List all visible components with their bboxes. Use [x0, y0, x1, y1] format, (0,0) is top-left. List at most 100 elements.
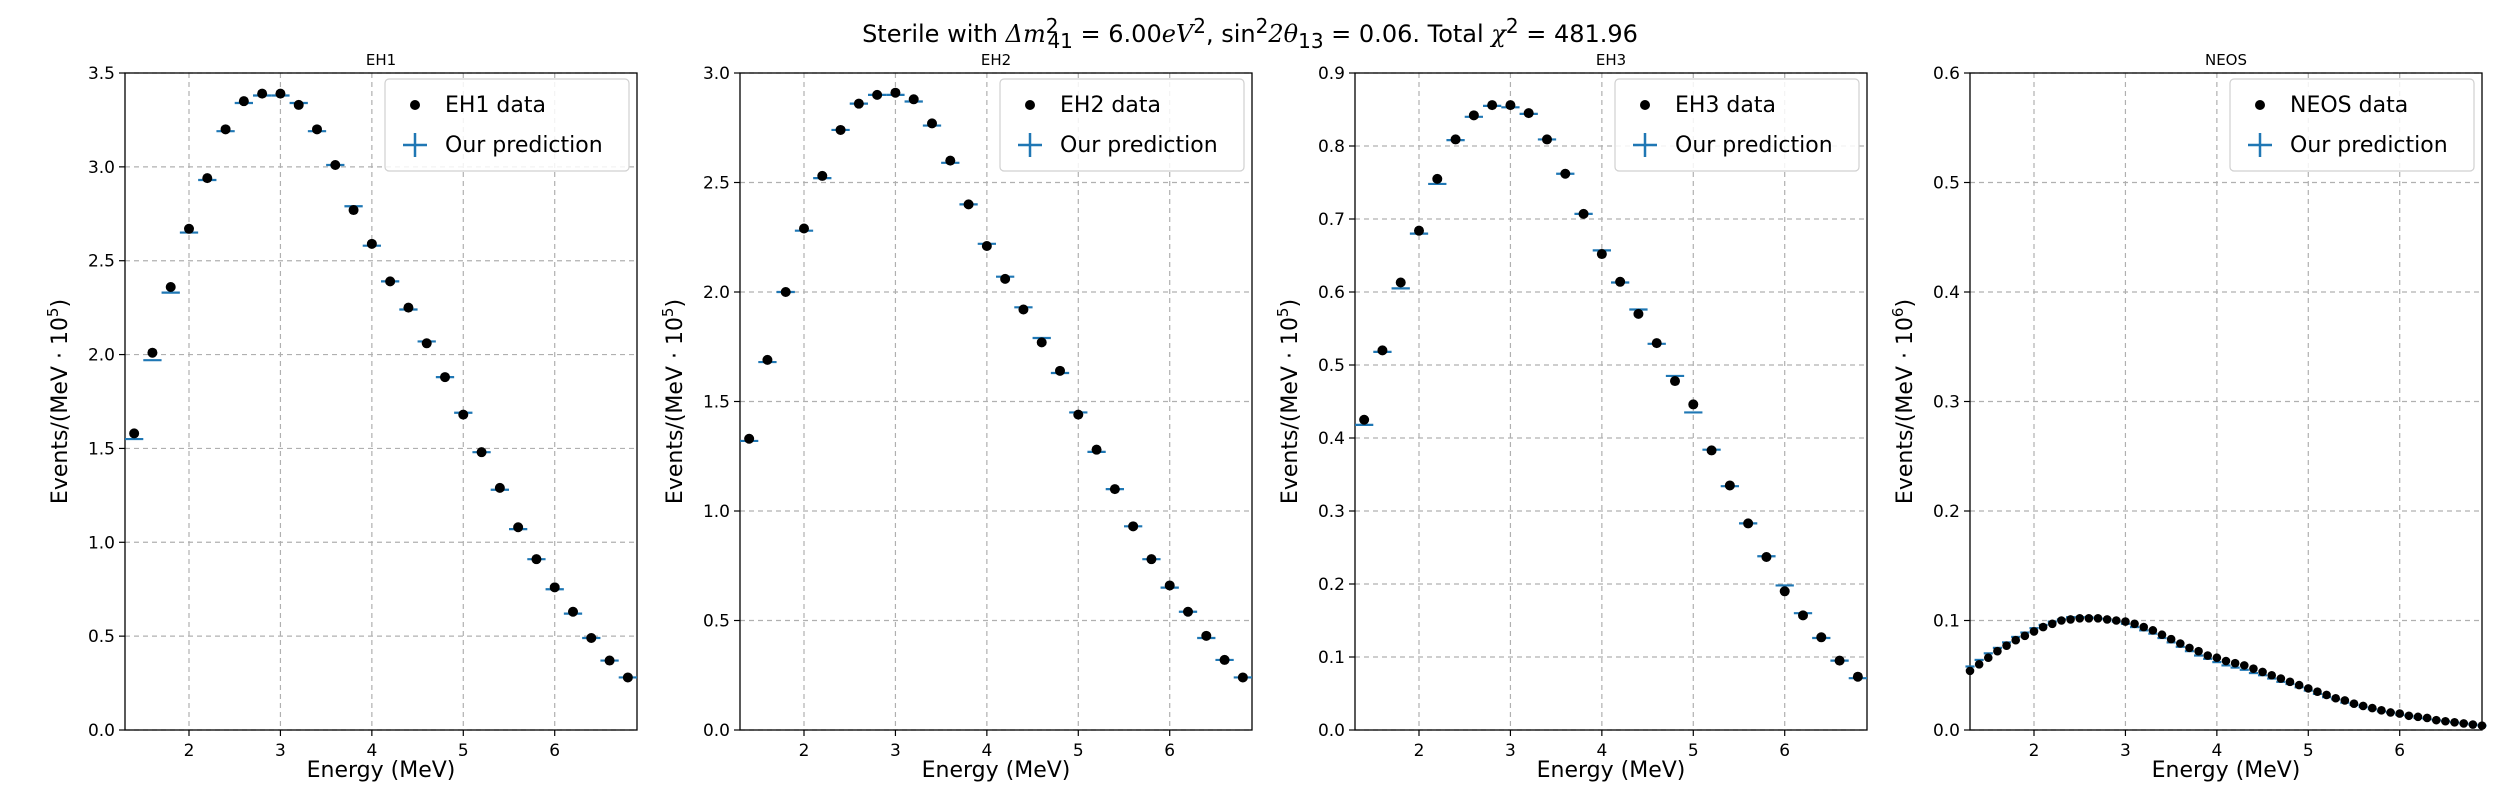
- y-tick-label: 0.5: [88, 627, 115, 647]
- data-point: [2313, 687, 2322, 696]
- data-series: [1359, 100, 1863, 682]
- data-point: [1018, 304, 1029, 315]
- data-point: [586, 633, 597, 644]
- data-point: [1651, 338, 1662, 349]
- data-point: [1487, 100, 1498, 111]
- data-point: [440, 372, 450, 383]
- prediction-series: [125, 94, 637, 679]
- data-point: [1983, 653, 1993, 663]
- y-tick-label: 0.1: [1933, 612, 1960, 632]
- data-point: [2431, 715, 2441, 725]
- title-dm-value: = 6.00: [1072, 20, 1162, 48]
- data-point: [2258, 667, 2267, 677]
- data-point: [1055, 365, 1065, 376]
- data-point: [2157, 630, 2167, 640]
- title-theta-value: = 0.06. Total: [1323, 20, 1492, 48]
- data-point: [2230, 658, 2240, 668]
- y-tick-label: 0.0: [1318, 721, 1345, 741]
- axes-frame: [124, 72, 638, 731]
- legend-data-marker: [1025, 100, 1035, 110]
- title-chi: χ: [1491, 20, 1506, 48]
- data-point: [2386, 708, 2395, 717]
- data-point: [2102, 615, 2112, 624]
- data-point: [1000, 273, 1011, 284]
- y-axis-label: Events/(MeV · 106): [1889, 299, 1918, 504]
- data-point: [2148, 626, 2158, 635]
- data-point: [1578, 208, 1589, 219]
- y-tick-label: 0.5: [703, 612, 730, 632]
- panel-eh1: 2 3 4 5 6 0.0 0.5 1.0 1.5 2.0 2.5 3.0 3.5 EH1 Energy (…: [44, 51, 638, 783]
- x-tick-label: 2: [2029, 741, 2040, 761]
- figure-title: Sterile with Δm241 = 6.00eV2, sin22θ13 =…: [0, 14, 2500, 53]
- x-tick-label: 6: [1779, 741, 1790, 761]
- data-point: [2294, 680, 2304, 690]
- data-point: [1761, 551, 1772, 562]
- data-point: [513, 522, 524, 533]
- axes-frame: [739, 72, 1253, 731]
- data-point: [2303, 684, 2313, 693]
- data-point: [2267, 670, 2277, 680]
- data-point: [2011, 635, 2021, 645]
- x-tick-label: 3: [890, 741, 901, 761]
- x-tick-label: 3: [1505, 741, 1516, 761]
- data-point: [1596, 249, 1607, 260]
- y-tick-label: 0.8: [1318, 137, 1345, 157]
- data-point: [2111, 616, 2121, 625]
- data-point: [2322, 690, 2331, 700]
- data-point: [312, 124, 322, 135]
- legend-data-label: EH2 data: [1060, 93, 1161, 118]
- title-dm-sub: 41: [1047, 28, 1073, 53]
- x-tick-label: 5: [2303, 741, 2314, 761]
- data-point: [2450, 718, 2459, 727]
- data-point: [1706, 445, 1717, 456]
- data-point: [220, 124, 231, 135]
- data-point: [1201, 630, 1212, 641]
- y-axis-label: Events/(MeV · 105): [659, 299, 688, 504]
- data-point: [2422, 713, 2432, 723]
- data-series: [1965, 614, 2487, 730]
- data-point: [1183, 606, 1193, 617]
- y-tick-label: 0.5: [1318, 356, 1345, 376]
- data-point: [2468, 720, 2478, 729]
- data-series: [129, 88, 633, 683]
- data-point: [403, 302, 414, 313]
- panel-title: NEOS: [2205, 51, 2247, 69]
- panel-neos: 2 3 4 5 6 0.0 0.1 0.2 0.3 0.4 0.5 0.6 NEOS Energy (Me…: [1889, 51, 2487, 783]
- data-point: [2166, 634, 2176, 644]
- y-tick-label: 1.5: [88, 439, 115, 459]
- data-point: [2002, 641, 2011, 650]
- y-tick-label: 2.0: [88, 346, 115, 366]
- data-point: [2477, 721, 2487, 730]
- y-tick-label: 0.4: [1933, 283, 1960, 303]
- data-point: [2130, 619, 2139, 629]
- data-point: [2221, 656, 2231, 666]
- data-point: [275, 88, 286, 99]
- data-point: [1237, 672, 1248, 683]
- data-point: [762, 354, 773, 365]
- x-tick-label: 6: [1164, 741, 1175, 761]
- y-tick-label: 0.3: [1318, 502, 1345, 522]
- legend-prediction-label: Our prediction: [1675, 133, 1833, 158]
- data-point: [1091, 444, 1102, 455]
- data-point: [2367, 703, 2377, 713]
- legend-box: [384, 78, 630, 172]
- data-point: [1377, 345, 1388, 356]
- data-point: [2413, 712, 2423, 722]
- data-point: [476, 447, 487, 458]
- data-point: [1633, 308, 1644, 319]
- legend: EH3 data Our prediction: [1614, 78, 1860, 172]
- y-tick-label: 0.0: [88, 721, 115, 741]
- data-point: [2358, 701, 2368, 711]
- x-tick-label: 4: [366, 741, 377, 761]
- data-point: [2249, 664, 2258, 673]
- data-point: [945, 155, 956, 166]
- data-point: [1523, 108, 1534, 119]
- data-point: [2093, 614, 2103, 623]
- data-point: [2175, 639, 2185, 648]
- data-point: [1852, 671, 1863, 682]
- data-point: [184, 223, 194, 234]
- x-tick-label: 3: [275, 741, 286, 761]
- panel-eh2: 2 3 4 5 6 0.0 0.5 1.0 1.5 2.0 2.5 3.0 EH2 Energy (MeV…: [659, 51, 1253, 783]
